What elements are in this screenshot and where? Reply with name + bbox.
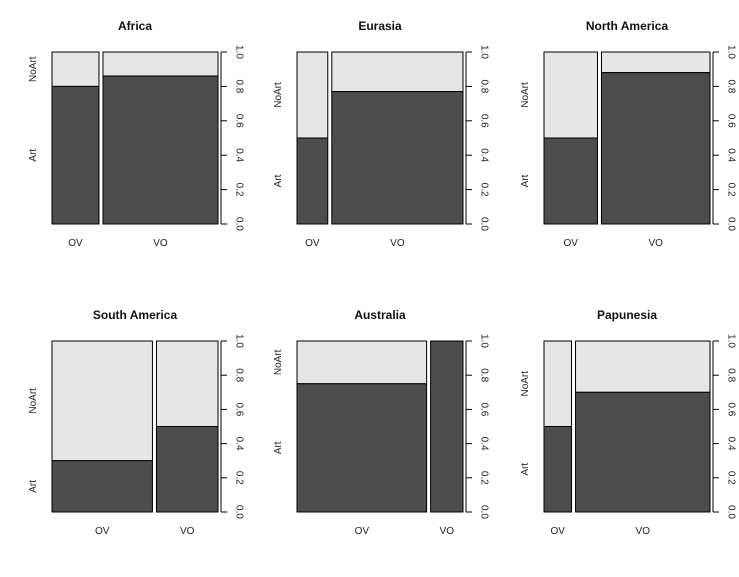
y-tick-label: 0.6	[233, 114, 244, 128]
panel-australia: Australia OV VO Art NoArt 0.0 0.2 0.4 0.6 0.8 1.0	[273, 308, 489, 537]
y-tick-label: 1.0	[233, 334, 244, 348]
panel-title: Eurasia	[358, 19, 402, 33]
x-category-label: OV	[564, 238, 579, 249]
panel-title: North America	[586, 19, 669, 33]
x-category-label: VO	[649, 238, 664, 249]
x-category-label: OV	[305, 238, 320, 249]
y-series-label-art: Art	[520, 174, 531, 187]
bar-noart-ov	[51, 340, 153, 462]
y-series-label-noart: NoArt	[520, 82, 531, 108]
y-series-label-art: Art	[273, 441, 284, 454]
y-tick-label: 0.2	[725, 183, 736, 197]
y-tick-label: 0.0	[233, 505, 244, 519]
y-tick-label: 0.8	[725, 368, 736, 382]
y-tick-label: 0.2	[725, 471, 736, 485]
bar-noart-vo	[102, 51, 219, 77]
y-tick-label: 0.6	[478, 114, 489, 128]
bar-noart-ov	[543, 340, 573, 427]
y-series-label-art: Art	[28, 149, 39, 162]
y-tick-label: 0.8	[725, 79, 736, 93]
bar-art-ov	[543, 426, 573, 513]
bar-art-ov	[543, 137, 598, 225]
bar-noart-vo	[575, 340, 711, 393]
y-series-label-art: Art	[273, 174, 284, 187]
panel-title: Australia	[354, 308, 406, 322]
panel-north-america: North America OV VO Art NoArt 0.0 0.2 0.4 0.6 0.8…	[520, 19, 736, 249]
y-tick-label: 0.8	[233, 368, 244, 382]
x-category-label: OV	[95, 526, 110, 537]
x-category-label: VO	[440, 526, 455, 537]
x-category-label: OV	[68, 238, 83, 249]
bar-art-vo	[430, 340, 464, 513]
panel-eurasia: Eurasia OV VO Art NoArt 0.0 0.2 0.4 0.6 0.8 1.0	[273, 19, 489, 249]
x-category-label: OV	[355, 526, 370, 537]
bar-art-vo	[600, 72, 711, 225]
y-tick-label: 0.4	[725, 148, 736, 162]
panel-africa: Africa OV VO Art NoArt 0.0 0.2 0.4 0.6 0.8 1.0	[28, 19, 244, 249]
bar-art-ov	[296, 137, 329, 225]
y-tick-label: 0.0	[725, 217, 736, 231]
y-tick-label: 1.0	[233, 45, 244, 59]
y-tick-label: 0.0	[478, 505, 489, 519]
bar-noart-vo	[331, 51, 464, 93]
y-tick-label: 1.0	[725, 45, 736, 59]
bar-art-ov	[51, 460, 153, 513]
y-tick-label: 0.8	[233, 79, 244, 93]
bar-art-ov	[296, 383, 428, 513]
panel-title: South America	[93, 308, 178, 322]
y-tick-label: 0.6	[233, 402, 244, 416]
y-series-label-noart: NoArt	[273, 82, 284, 108]
y-series-label-art: Art	[520, 463, 531, 476]
y-tick-label: 0.2	[478, 183, 489, 197]
y-tick-label: 0.8	[478, 79, 489, 93]
bar-noart-ov	[296, 340, 428, 385]
bar-art-vo	[102, 75, 219, 225]
y-tick-label: 1.0	[478, 334, 489, 348]
y-tick-label: 0.0	[725, 505, 736, 519]
y-tick-label: 0.6	[725, 114, 736, 128]
y-tick-label: 0.2	[478, 471, 489, 485]
x-category-label: VO	[180, 526, 195, 537]
bar-art-vo	[575, 391, 711, 513]
y-tick-label: 0.4	[725, 437, 736, 451]
bar-noart-ov	[543, 51, 598, 139]
y-series-label-noart: NoArt	[273, 349, 284, 375]
y-tick-label: 0.6	[725, 402, 736, 416]
panel-title: Papunesia	[597, 308, 657, 322]
bar-noart-vo	[155, 340, 219, 427]
y-tick-label: 0.6	[478, 402, 489, 416]
y-tick-label: 0.2	[233, 183, 244, 197]
y-tick-label: 0.4	[233, 148, 244, 162]
panel-title: Africa	[118, 19, 152, 33]
y-tick-label: 0.4	[233, 437, 244, 451]
y-tick-label: 0.0	[478, 217, 489, 231]
y-tick-label: 0.4	[478, 148, 489, 162]
bar-art-vo	[155, 426, 219, 513]
y-series-label-art: Art	[28, 480, 39, 493]
y-tick-label: 1.0	[478, 45, 489, 59]
bar-art-vo	[331, 91, 464, 225]
y-tick-label: 0.2	[233, 471, 244, 485]
bar-noart-ov	[51, 51, 100, 87]
x-category-label: VO	[390, 238, 405, 249]
y-tick-label: 0.0	[233, 217, 244, 231]
bar-noart-vo	[600, 51, 711, 74]
y-tick-label: 1.0	[725, 334, 736, 348]
y-series-label-noart: NoArt	[520, 371, 531, 397]
bar-noart-ov	[296, 51, 329, 139]
panel-papunesia: Papunesia OV VO Art NoArt 0.0 0.2 0.4 0.6 0.8 1.0	[520, 308, 736, 537]
y-series-label-noart: NoArt	[28, 56, 39, 82]
x-category-label: VO	[153, 238, 168, 249]
y-tick-label: 0.8	[478, 368, 489, 382]
panel-south-america: South America OV VO Art NoArt 0.0 0.2 0.4 0.6 0.8…	[28, 308, 244, 537]
y-series-label-noart: NoArt	[28, 388, 39, 414]
bar-art-ov	[51, 85, 100, 225]
y-tick-label: 0.4	[478, 437, 489, 451]
x-category-label: VO	[636, 526, 651, 537]
x-category-label: OV	[551, 526, 566, 537]
